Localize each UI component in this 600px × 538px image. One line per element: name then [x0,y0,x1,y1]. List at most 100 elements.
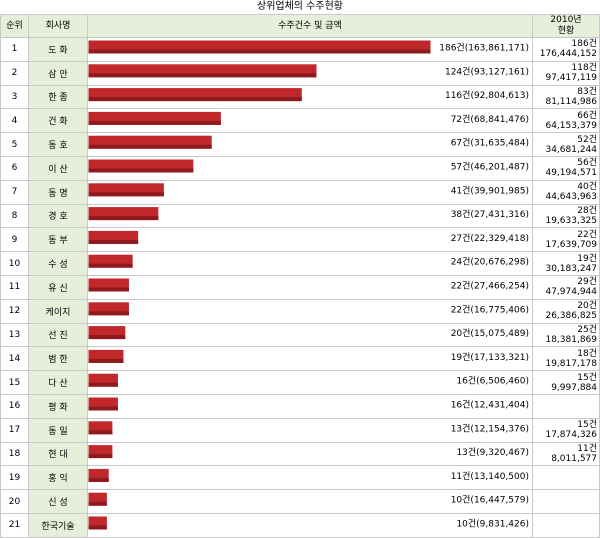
company-cell: 삼 안 [28,60,88,86]
company-cell: 동 명 [28,179,88,205]
year2010-cell: 28건 19,633,325 [532,203,600,229]
year2010-amount: 17,639,709 [545,239,597,250]
rank-cell: 2 [0,60,29,86]
rank-cell: 15 [0,370,29,395]
rank-cell: 6 [0,155,29,181]
year2010-count: 52건 [577,134,597,145]
bar-cell [87,251,533,276]
year2010-cell [532,465,600,491]
year2010-amount: 44,643,963 [545,192,597,203]
year2010-cell: 20건 26,386,825 [532,298,600,324]
year2010-amount: 47,974,944 [545,287,597,298]
company-cell: 다 산 [28,370,88,395]
year2010-amount: 34,681,244 [545,144,597,155]
bar-cell [87,132,533,157]
table-row: 18 현 대 11건 8,011,577 [0,441,600,467]
rank-cell: 1 [0,37,29,62]
year2010-amount: 26,386,825 [545,311,597,322]
rank-header: 순위 [0,14,29,38]
company-cell: 선 진 [28,322,88,348]
company-cell: 건 화 [28,108,88,134]
table-row: 11 유 신 29건 47,974,944 [0,274,600,300]
year2010-cell [532,489,600,514]
company-cell: 동 부 [28,227,88,253]
bar-cell [87,346,533,372]
rank-cell: 21 [0,512,29,538]
company-cell: 신 성 [28,489,88,514]
bar-cell [87,489,533,514]
rank-cell: 3 [0,84,29,110]
bar-cell [87,298,533,324]
year2010-cell [532,393,600,419]
rank-cell: 12 [0,298,29,324]
company-cell: 수 성 [28,251,88,276]
rank-cell: 18 [0,441,29,467]
chart-title: 상위업체의 수주현황 [257,1,343,12]
table-row: 10 수 성 19건 30,183,247 [0,251,600,276]
year2010-cell: 25건 18,381,869 [532,322,600,348]
rank-cell: 11 [0,274,29,300]
table-row: 14 범 한 18건 19,817,178 [0,346,600,372]
year2010-count: 118건 [571,63,597,74]
year2010-cell: 56건 49,194,571 [532,155,600,181]
year2010-amount: 49,194,571 [545,168,597,179]
year2010-header: 2010년 현황 [532,14,600,38]
year2010-count: 56건 [577,158,597,169]
rank-cell: 16 [0,393,29,419]
rank-cell: 13 [0,322,29,348]
year2010-amount: 17,874,326 [545,430,597,441]
year2010-count: 25건 [577,324,597,335]
table-row: 15 다 산 15건 9,997,884 [0,370,600,395]
year2010-count: 18건 [577,348,597,359]
company-cell: 도 화 [28,37,88,62]
year2010-amount: 64,153,379 [545,120,597,131]
header-row: 순위 회사명 수주건수 및 금액 2010년 현황 [0,14,600,38]
table-row: 12 케이지 20건 26,386,825 [0,298,600,324]
year2010-count: 28건 [577,205,597,216]
company-cell: 범 한 [28,346,88,372]
bar-cell [87,155,533,181]
rank-cell: 9 [0,227,29,253]
year2010-cell: 18건 19,817,178 [532,346,600,372]
company-cell: 케이지 [28,298,88,324]
year2010-amount: 19,633,325 [545,215,597,226]
rank-cell: 14 [0,346,29,372]
rank-cell: 19 [0,465,29,491]
year2010-cell [532,512,600,538]
company-header: 회사명 [28,14,88,38]
table-row: 19 홍 익 [0,465,600,491]
rank-cell: 5 [0,132,29,157]
year2010-cell: 19건 30,183,247 [532,251,600,276]
table-row: 13 선 진 25건 18,381,869 [0,322,600,348]
rank-cell: 10 [0,251,29,276]
table-row: 21 한국기술 [0,512,600,538]
year2010-amount: 97,417,119 [545,73,597,84]
table-row: 17 동 일 15건 17,874,326 [0,417,600,443]
company-cell: 이 산 [28,155,88,181]
bar-cell [87,84,533,110]
year2010-count: 83건 [577,86,597,97]
year2010-count: 29건 [577,277,597,288]
year2010-count: 40건 [577,182,597,193]
company-cell: 동 호 [28,132,88,157]
bar-cell [87,322,533,348]
year2010-count: 19건 [577,253,597,264]
year2010-amount: 30,183,247 [545,263,597,274]
table-row: 16 평 화 [0,393,600,419]
year2010-cell: 15건 17,874,326 [532,417,600,443]
year2010-cell: 52건 34,681,244 [532,132,600,157]
year2010-cell: 29건 47,974,944 [532,274,600,300]
rank-cell: 20 [0,489,29,514]
rank-cell: 4 [0,108,29,134]
rank-cell: 7 [0,179,29,205]
year2010-amount: 8,011,577 [551,453,597,464]
year2010-amount: 81,114,986 [545,96,597,107]
year2010-cell: 118건 97,417,119 [532,60,600,86]
bar-cell [87,441,533,467]
year2010-cell: 15건 9,997,884 [532,370,600,395]
